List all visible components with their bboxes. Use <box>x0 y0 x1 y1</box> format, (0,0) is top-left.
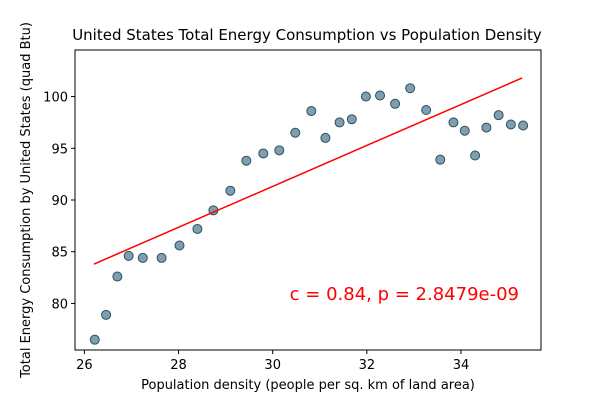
data-point <box>470 150 481 161</box>
data-point <box>448 117 459 128</box>
data-point <box>241 155 252 166</box>
data-point <box>405 83 416 94</box>
y-tick-label: 100 <box>43 91 68 106</box>
plot-frame <box>74 49 542 351</box>
data-point <box>493 110 504 121</box>
y-tick-label: 85 <box>51 246 68 261</box>
x-tick-label: 30 <box>264 358 281 373</box>
data-point <box>192 223 203 234</box>
data-point <box>174 240 185 251</box>
data-point <box>258 148 269 159</box>
x-tick-label: 26 <box>76 358 93 373</box>
data-points <box>89 83 529 345</box>
data-point <box>390 98 401 109</box>
data-point <box>123 250 134 261</box>
data-point <box>334 117 345 128</box>
data-point <box>101 309 112 320</box>
fit-line <box>93 77 523 265</box>
data-point <box>112 271 123 282</box>
data-point <box>274 145 285 156</box>
y-axis-label: Total Energy Consumption by United State… <box>19 22 34 379</box>
data-point <box>89 334 100 345</box>
y-tick-label: 80 <box>51 297 68 312</box>
y-axis: 80 85 90 95 100 <box>43 91 75 312</box>
x-tick-label: 34 <box>453 358 470 373</box>
fit-line-group <box>93 77 523 265</box>
data-point <box>306 106 317 117</box>
data-point <box>459 125 470 136</box>
data-point <box>505 119 516 130</box>
data-point <box>375 90 386 101</box>
y-tick-label: 90 <box>51 194 68 209</box>
data-point <box>290 127 301 138</box>
x-tick-label: 28 <box>170 358 187 373</box>
chart-title: United States Total Energy Consumption v… <box>72 26 542 44</box>
correlation-annotation: c = 0.84, p = 2.8479e-09 <box>290 284 519 305</box>
data-point <box>421 105 432 115</box>
y-tick-label: 95 <box>51 142 68 157</box>
x-axis-label: Population density (people per sq. km of… <box>141 378 475 393</box>
x-tick-label: 32 <box>359 358 376 373</box>
data-point <box>346 114 357 125</box>
x-axis: 26 28 30 32 34 <box>76 350 469 373</box>
data-point <box>225 185 236 196</box>
data-point <box>320 132 331 143</box>
data-point <box>360 91 371 102</box>
data-point <box>156 252 167 263</box>
data-point <box>435 154 446 165</box>
data-point <box>481 122 492 133</box>
data-point <box>137 252 148 263</box>
plot-area <box>74 49 542 351</box>
data-point <box>518 120 529 131</box>
